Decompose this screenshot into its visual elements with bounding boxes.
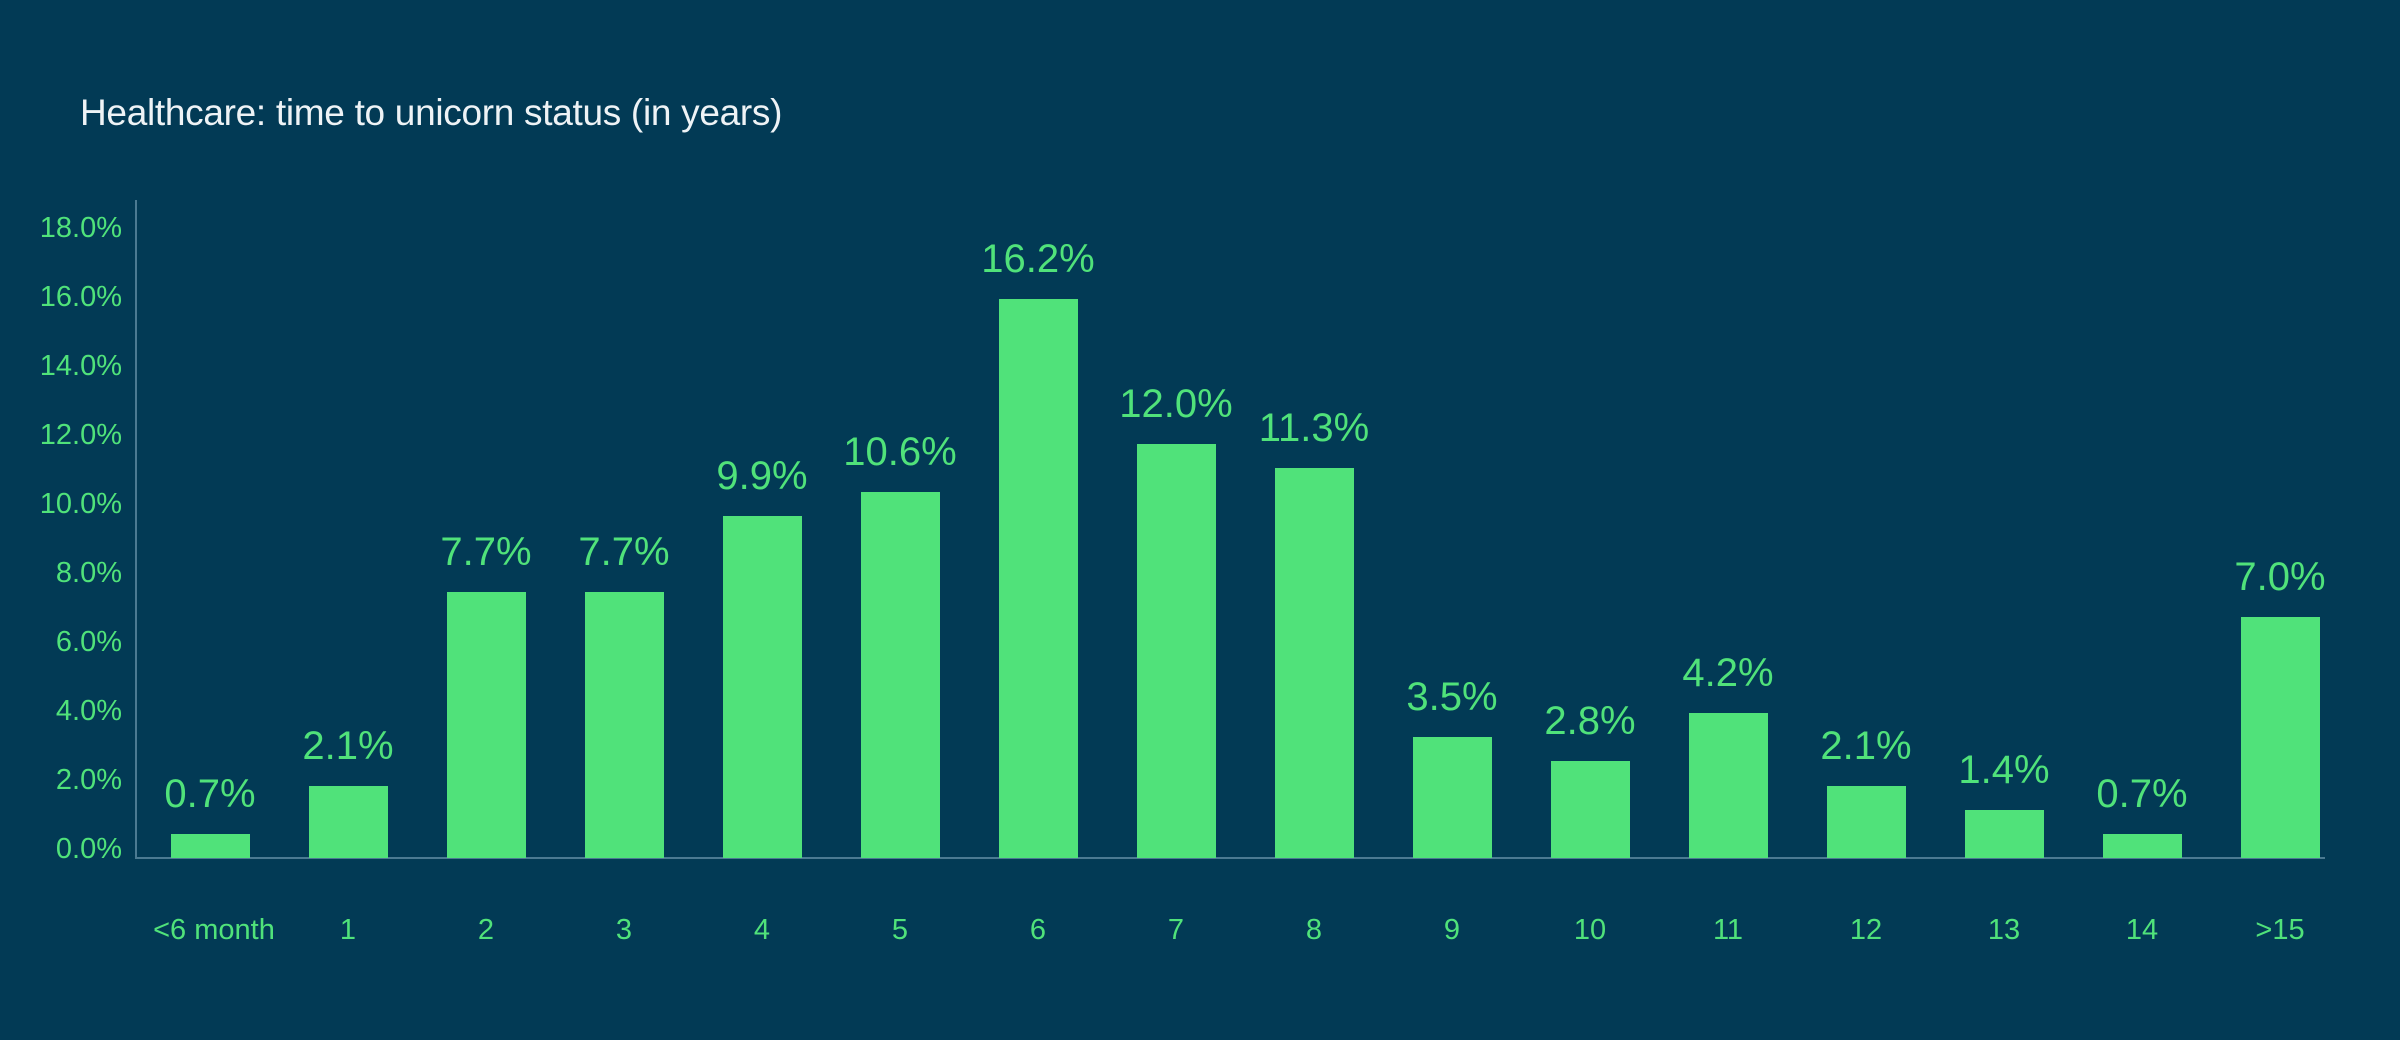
x-tick-label: 5 — [891, 914, 909, 946]
x-axis-line — [135, 857, 2325, 859]
bar-value-label: 0.7% — [164, 771, 256, 816]
y-axis-line — [135, 200, 137, 859]
bar — [722, 516, 802, 858]
bar — [1826, 785, 1906, 858]
x-tick-label: >15 — [2255, 914, 2305, 946]
bar — [1964, 809, 2044, 858]
bar-value-label: 7.0% — [2234, 554, 2326, 599]
x-tick-label: 12 — [1849, 914, 1883, 946]
bar-value-label: 3.5% — [1406, 675, 1498, 720]
y-tick-label: 18.0% — [39, 212, 122, 244]
y-tick-label: 4.0% — [55, 695, 122, 727]
bar-value-label: 2.8% — [1544, 699, 1636, 744]
bar-value-label: 0.7% — [2096, 771, 2188, 816]
bar — [2102, 833, 2182, 858]
x-tick-label: 3 — [615, 914, 633, 946]
bar-value-label: 7.7% — [578, 530, 670, 575]
x-tick-label: 14 — [2125, 914, 2159, 946]
bar-value-label: 12.0% — [1119, 382, 1233, 426]
x-tick-label: 11 — [1712, 914, 1744, 946]
x-tick-label: 7 — [1167, 914, 1185, 946]
bar — [860, 492, 940, 858]
chart-title: Healthcare: time to unicorn status (in y… — [80, 92, 783, 133]
x-tick-label: 4 — [753, 914, 771, 946]
bar-value-label: 9.9% — [716, 454, 808, 499]
bar — [1550, 761, 1630, 858]
x-tick-label: 1 — [339, 914, 357, 946]
bar-value-label: 10.6% — [843, 430, 957, 475]
bar-value-label: 2.1% — [1820, 723, 1912, 768]
bar — [1412, 737, 1492, 858]
y-tick-label: 8.0% — [55, 557, 122, 589]
y-tick-label: 12.0% — [39, 419, 122, 451]
bar-value-label: 2.1% — [302, 723, 394, 768]
y-tick-label: 16.0% — [39, 281, 122, 313]
x-tick-label: 9 — [1443, 914, 1461, 946]
bar-value-label: 7.7% — [440, 530, 532, 575]
y-tick-label: 6.0% — [55, 626, 122, 658]
bar — [584, 592, 664, 858]
y-tick-label: 10.0% — [39, 488, 122, 520]
bar-value-label: 11.3% — [1258, 406, 1370, 451]
x-tick-label: 2 — [477, 914, 495, 946]
x-tick-label: 10 — [1573, 914, 1607, 946]
bar — [998, 299, 1078, 858]
bar-value-label: 16.2% — [981, 237, 1095, 282]
bar — [446, 592, 526, 858]
x-tick-label: 13 — [1987, 914, 2021, 946]
x-tick-label: 6 — [1029, 914, 1047, 946]
bar — [1274, 468, 1354, 858]
bar-value-label: 1.4% — [1958, 747, 2050, 792]
x-tick-label: <6 month — [153, 914, 275, 946]
y-tick-label: 2.0% — [55, 764, 122, 796]
bar — [2240, 616, 2320, 858]
bar — [170, 833, 250, 858]
x-tick-label: 8 — [1305, 914, 1323, 946]
bar — [308, 785, 388, 858]
y-tick-label: 14.0% — [39, 350, 122, 382]
bar-value-label: 4.2% — [1682, 651, 1774, 696]
bar — [1136, 444, 1216, 858]
y-tick-label: 0.0% — [55, 833, 122, 865]
bar — [1688, 713, 1768, 858]
